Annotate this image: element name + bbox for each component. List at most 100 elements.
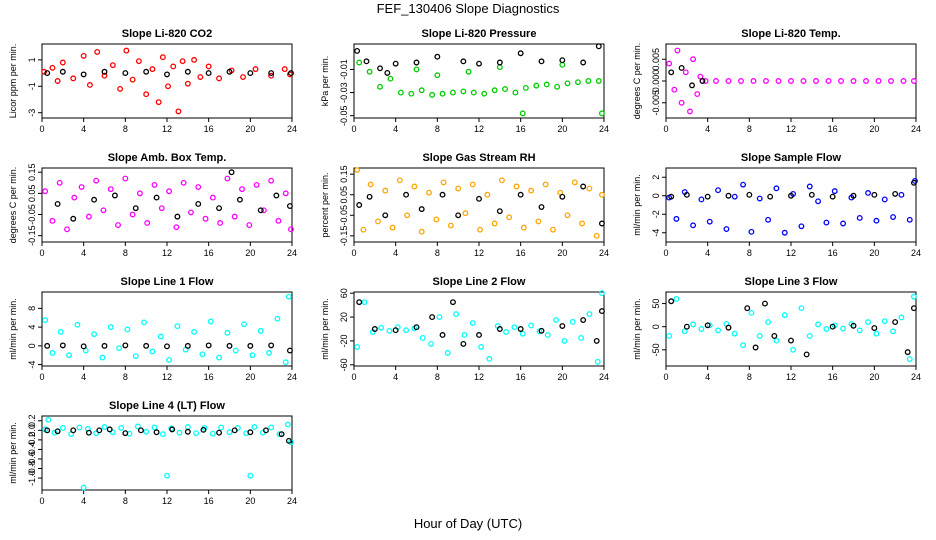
data-point <box>450 89 456 96</box>
data-point <box>195 200 202 207</box>
data-point <box>863 78 869 84</box>
x-tick-label: 12 <box>786 372 796 382</box>
data-point <box>276 431 283 438</box>
data-point <box>434 72 441 79</box>
data-point <box>850 192 857 199</box>
data-point <box>231 427 238 434</box>
y-tick-label: -0.05 <box>339 205 349 226</box>
panel-title: Slope Line 4 (LT) Flow <box>109 400 225 412</box>
data-point <box>904 349 911 356</box>
x-tick-label: 0 <box>663 372 668 382</box>
data-point <box>191 328 198 335</box>
data-point <box>798 223 805 230</box>
y-tick-label: 0.15 <box>27 163 37 181</box>
data-point <box>54 78 61 84</box>
data-point <box>202 215 209 222</box>
data-point <box>881 318 888 325</box>
x-tick-label: 0 <box>351 248 356 258</box>
data-point <box>266 349 273 356</box>
data-point <box>436 314 443 321</box>
data-point <box>865 319 872 326</box>
data-point <box>813 78 819 84</box>
data-point <box>218 424 225 431</box>
y-tick-label: 60 <box>339 288 349 298</box>
data-point <box>825 78 832 84</box>
y-tick-label: 20 <box>339 312 349 322</box>
data-point <box>910 179 917 186</box>
data-point <box>850 322 857 329</box>
panel-title: Slope Line 2 Flow <box>433 276 526 288</box>
data-point <box>564 80 571 87</box>
y-tick-label: -1.0 <box>27 470 37 486</box>
x-tick-label: 0 <box>39 124 44 134</box>
panel-title: Slope Line 1 Flow <box>121 276 214 288</box>
x-tick-label: 12 <box>786 124 796 134</box>
panel-6: Slope Sample Flow 0 4 8 12 16 20 24 -4 -2 0 2 ml/min… <box>632 152 921 258</box>
data-point <box>101 342 108 349</box>
data-point <box>439 332 446 338</box>
data-point <box>465 68 472 75</box>
data-point <box>260 207 267 214</box>
data-point <box>496 208 503 215</box>
data-point <box>49 349 56 356</box>
data-point <box>76 424 83 431</box>
panel-title: Slope Amb. Box Temp. <box>108 152 227 164</box>
data-point <box>486 355 493 362</box>
data-point <box>571 179 578 186</box>
data-point <box>434 53 441 60</box>
data-point <box>366 68 373 75</box>
data-point <box>496 326 503 332</box>
data-point <box>477 226 483 233</box>
data-point <box>418 228 425 235</box>
data-point <box>101 424 108 430</box>
data-point <box>910 293 917 300</box>
data-point <box>580 183 587 190</box>
data-point <box>377 65 383 72</box>
x-tick-label: 8 <box>123 124 128 134</box>
data-point <box>593 337 600 344</box>
data-point <box>418 206 425 213</box>
x-tick-label: 12 <box>474 372 484 382</box>
data-point <box>752 344 759 351</box>
data-point <box>715 327 722 334</box>
data-point <box>850 78 857 84</box>
x-tick-label: 16 <box>516 372 526 382</box>
data-point <box>124 326 131 333</box>
data-point <box>725 78 732 84</box>
x-tick-label: 0 <box>663 248 668 258</box>
data-point <box>228 169 235 176</box>
data-point <box>673 295 680 302</box>
data-point <box>517 326 524 332</box>
data-point <box>678 99 685 106</box>
data-point <box>873 330 880 337</box>
x-tick-label: 16 <box>828 124 838 134</box>
data-point <box>49 64 56 71</box>
data-point <box>517 191 524 198</box>
data-point <box>246 222 253 229</box>
data-point <box>564 212 571 219</box>
data-point <box>598 220 605 227</box>
data-point <box>116 345 123 352</box>
data-point <box>134 423 141 430</box>
y-tick-label: -0.05 <box>339 105 349 126</box>
y-tick-label: -2 <box>651 210 661 218</box>
x-tick-label: 24 <box>599 124 609 134</box>
data-point <box>498 177 505 184</box>
x-tick-label: 4 <box>705 248 710 258</box>
data-point <box>59 59 66 66</box>
y-tick-label: -4 <box>27 361 37 369</box>
data-point <box>184 342 191 349</box>
data-point <box>559 193 566 200</box>
data-point <box>378 324 385 331</box>
data-point <box>59 342 66 349</box>
data-point <box>216 205 223 212</box>
data-point <box>397 89 404 96</box>
x-tick-label: 24 <box>287 372 297 382</box>
data-point <box>788 78 794 84</box>
data-point <box>199 351 206 358</box>
x-tick-label: 8 <box>123 248 128 258</box>
data-point <box>520 224 527 231</box>
y-tick-label: 0.15 <box>339 165 349 183</box>
x-tick-label: 24 <box>287 248 297 258</box>
data-point <box>668 298 675 305</box>
